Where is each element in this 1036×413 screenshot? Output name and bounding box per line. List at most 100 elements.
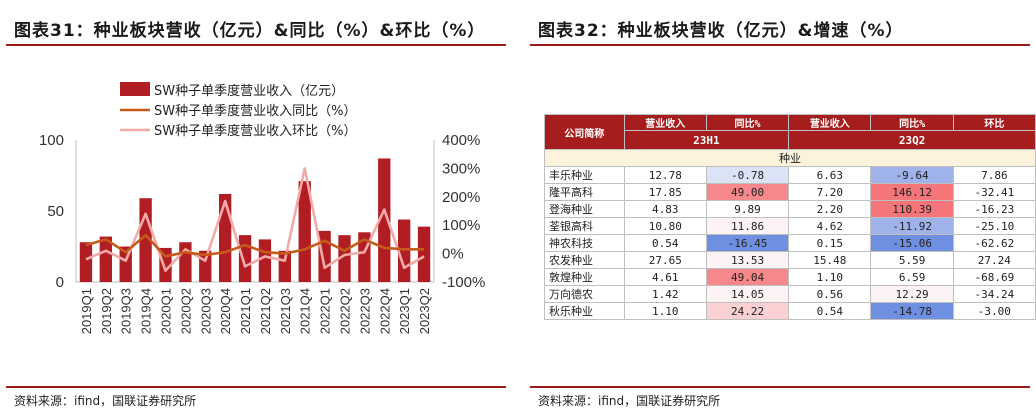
cell-qoq: 7.86 [952,166,1036,184]
x-axis-tick-label: 2019Q1 [79,288,94,334]
cell-yoy1: 14.05 [705,285,790,303]
cell-name: 登海种业 [544,200,625,218]
x-axis-tick-label: 2022Q3 [357,288,372,334]
right-panel: 图表32：种业板块营收（亿元）&增速（%） 公司简称 营业收入 同比% 营业收入… [524,0,1036,413]
left-panel: 图表31：种业板块营收（亿元）&同比（%）&环比（%） 0 50 100 -100% 0… [0,0,512,413]
cell-rev2: 2.20 [788,200,872,218]
cell-qoq: -16.23 [952,200,1036,218]
x-axis-tick-label: 2022Q1 [318,288,333,334]
cell-rev2: 15.48 [788,251,872,269]
x-axis-tick-label: 2019Q2 [99,288,114,334]
cell-rev1: 0.54 [623,234,707,252]
right-figure-title: 图表32：种业板块营收（亿元）&增速（%） [538,21,904,41]
cell-yoy2: 5.59 [870,251,954,269]
legend-label: SW种子单季度营业收入同比（%） [154,103,356,119]
table-row: 神农科技 0.54 -16.45 0.15 -15.06 -62.62 [544,234,1036,252]
revenue-table-wrap: 公司简称 营业收入 同比% 营业收入 同比% 环比 23H1 23Q2 种业 丰… [544,114,1036,320]
header-qoq-q2: 环比 [952,114,1036,131]
cell-rev2: 7.20 [788,183,872,201]
bar-revenue [338,235,351,282]
x-axis-tick-label: 2023Q1 [397,288,412,334]
bar-revenue [258,239,272,282]
cell-yoy1: -16.45 [705,234,790,252]
table-row: 农发种业 27.65 13.53 15.48 5.59 27.24 [544,251,1036,269]
bar-revenue [398,219,411,282]
cell-yoy2: 6.59 [870,268,954,286]
x-axis-tick-label: 2023Q2 [417,288,432,334]
x-axis-tick-label: 2019Q3 [119,288,134,334]
left-figure-title: 图表31：种业板块营收（亿元）&同比（%）&环比（%） [14,21,486,41]
cell-name: 农发种业 [544,251,625,269]
left-axis-tick-label: 50 [47,203,64,220]
cell-name: 隆平高科 [544,183,625,201]
cell-yoy1: 49.00 [705,183,790,201]
cell-rev1: 1.10 [623,302,707,320]
cell-name: 荃银高科 [544,217,625,235]
cell-name: 万向德农 [544,285,625,303]
legend-label: SW种子单季度营业收入（亿元） [154,83,344,99]
right-axis-tick-label: 300% [442,160,480,177]
cell-name: 敦煌种业 [544,268,625,286]
cell-qoq: -68.69 [952,268,1036,286]
header-revenue-h1: 营业收入 [623,114,707,131]
cell-rev1: 1.42 [623,285,707,303]
cell-rev2: 6.63 [788,166,872,184]
table-row: 登海种业 4.83 9.89 2.20 110.39 -16.23 [544,200,1036,218]
cell-yoy2: -14.78 [870,302,954,320]
table-row: 隆平高科 17.85 49.00 7.20 146.12 -32.41 [544,183,1036,201]
cell-yoy2: 12.29 [870,285,954,303]
cell-name: 丰乐种业 [544,166,625,184]
x-axis-tick-label: 2021Q1 [238,288,253,334]
bar-revenue [278,250,291,282]
line-yoy [85,233,425,258]
header-revenue-q2: 营业收入 [788,114,872,131]
right-axis-tick-label: -100% [442,274,485,291]
left-axis-tick-label: 0 [56,274,64,291]
legend-label: SW种子单季度营业收入环比（%） [154,123,356,139]
cell-qoq: -25.10 [952,217,1036,235]
cell-yoy1: 24.22 [705,302,790,320]
left-source-note: 资料来源：ifind，国联证券研究所 [14,394,197,408]
cell-name: 神农科技 [544,234,625,252]
cell-rev2: 0.15 [788,234,872,252]
line-qoq [85,167,425,272]
x-axis-tick-label: 2020Q1 [159,288,174,334]
x-axis-tick-label: 2020Q3 [198,288,213,334]
bar-revenue [298,181,311,282]
cell-qoq: -32.41 [952,183,1036,201]
x-axis-tick-label: 2020Q4 [218,288,233,334]
cell-rev2: 0.54 [788,302,872,320]
right-axis-tick-label: 0% [442,246,464,263]
right-axis-tick-label: 100% [442,217,480,234]
revenue-table: 公司简称 营业收入 同比% 营业收入 同比% 环比 23H1 23Q2 种业 丰… [544,114,1036,320]
bar-revenue [318,230,331,282]
x-axis-tick-label: 2022Q2 [338,288,353,334]
cell-yoy2: 146.12 [870,183,954,201]
table-row: 丰乐种业 12.78 -0.78 6.63 -9.64 7.86 [544,166,1036,184]
x-axis-tick-label: 2021Q3 [278,288,293,334]
cell-rev1: 4.61 [623,268,707,286]
x-axis-tick-label: 2020Q2 [178,288,193,334]
right-title-rule [530,44,1030,46]
cell-qoq: 27.24 [952,251,1036,269]
cell-yoy1: 9.89 [705,200,790,218]
cell-rev1: 27.65 [623,251,707,269]
cell-rev1: 17.85 [623,183,707,201]
cell-rev1: 12.78 [623,166,707,184]
revenue-chart: 0 50 100 -100% 0% 100% 200% 300% 400% 2019Q1 2019Q… [39,82,485,334]
bar-revenue [219,193,232,282]
bar-revenue [417,226,431,282]
cell-name: 秋乐种业 [544,302,625,320]
cell-yoy1: 49.04 [705,268,790,286]
x-axis-tick-label: 2019Q4 [139,288,154,334]
table-section-label: 种业 [544,149,1036,167]
cell-yoy2: 110.39 [870,200,954,218]
cell-rev1: 4.83 [623,200,707,218]
x-axis-tick-label: 2022Q4 [377,288,392,334]
table-row: 敦煌种业 4.61 49.04 1.10 6.59 -68.69 [544,268,1036,286]
cell-yoy1: 11.86 [705,217,790,235]
bar-revenue [238,235,252,282]
header-yoy-h1: 同比% [705,114,790,131]
cell-yoy1: -0.78 [705,166,790,184]
cell-rev1: 10.80 [623,217,707,235]
